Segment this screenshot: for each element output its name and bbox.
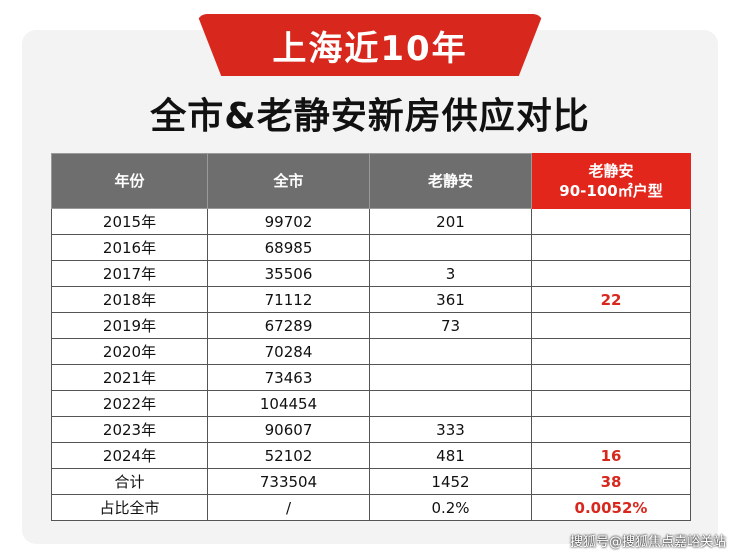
- header-jingan-90-100-line2: 90-100㎡户型: [559, 182, 663, 200]
- cell-jingan-90-100: 22: [531, 286, 691, 313]
- supply-table: 年份 全市 老静安 老静安 90-100㎡户型 2015年 99702 201 201…: [51, 153, 691, 521]
- watermark: 搜狐号@搜狐焦点嘉峪关站: [569, 535, 726, 550]
- table-row: 合计 733504 1452 38: [51, 468, 691, 495]
- cell-jingan-90-100: 16: [531, 442, 691, 469]
- cell-jingan-90-100: [531, 208, 691, 235]
- table-row: 2020年 70284: [51, 338, 691, 365]
- cell-year: 2018年: [51, 286, 208, 313]
- cell-year: 2024年: [51, 442, 208, 469]
- cell-jingan-90-100: [531, 416, 691, 443]
- cell-jingan: 201: [369, 208, 532, 235]
- cell-jingan: [369, 234, 532, 261]
- header-citywide: 全市: [207, 153, 370, 209]
- table-row: 2017年 35506 3: [51, 260, 691, 287]
- cell-citywide: 73463: [207, 364, 370, 391]
- cell-citywide: 104454: [207, 390, 370, 417]
- header-jingan-90-100-line1: 老静安: [588, 162, 634, 180]
- cell-jingan: [369, 390, 532, 417]
- title-banner: [197, 14, 543, 76]
- cell-citywide: 68985: [207, 234, 370, 261]
- table-row: 占比全市/0.2% 0.0052%: [51, 494, 691, 521]
- table-row: 2023年 90607 333: [51, 416, 691, 443]
- cell-jingan: 3: [369, 260, 532, 287]
- cell-citywide: 70284: [207, 338, 370, 365]
- banner-title: 上海近10年: [272, 28, 468, 69]
- cell-citywide: 71112: [207, 286, 370, 313]
- cell-jingan: 1452: [369, 468, 532, 495]
- table-row: 2016年 68985: [51, 234, 691, 261]
- cell-jingan: 361: [369, 286, 532, 313]
- cell-year: 2015年: [51, 208, 208, 235]
- table-row: 2015年 99702 201: [51, 208, 691, 235]
- cell-jingan-90-100: [531, 390, 691, 417]
- cell-citywide: 90607: [207, 416, 370, 443]
- cell-citywide: 35506: [207, 260, 370, 287]
- cell-jingan: 73: [369, 312, 532, 339]
- cell-citywide: 733504: [207, 468, 370, 495]
- cell-year: 2021年: [51, 364, 208, 391]
- header-jingan-90-100: 老静安 90-100㎡户型: [531, 153, 691, 209]
- cell-year: 2023年: [51, 416, 208, 443]
- table-row: 2022年 104454: [51, 390, 691, 417]
- cell-citywide: 52102: [207, 442, 370, 469]
- cell-citywide: 99702: [207, 208, 370, 235]
- cell-jingan: 481: [369, 442, 532, 469]
- cell-citywide: 67289: [207, 312, 370, 339]
- header-year: 年份: [51, 153, 208, 209]
- cell-year: 合计: [51, 468, 208, 495]
- cell-year: 2019年: [51, 312, 208, 339]
- table-row: 2018年 71112 361 22: [51, 286, 691, 313]
- page-title: 全市&老静安新房供应对比: [150, 96, 590, 137]
- table-header-row: 年份 全市 老静安 老静安 90-100㎡户型: [51, 153, 691, 209]
- header-jingan: 老静安: [369, 153, 532, 209]
- cell-year: 2017年: [51, 260, 208, 287]
- cell-jingan: 0.2%: [369, 494, 532, 521]
- table-row: 2019年 67289 73: [51, 312, 691, 339]
- cell-jingan: [369, 364, 532, 391]
- cell-jingan-90-100: 0.0052%: [531, 494, 691, 521]
- cell-jingan-90-100: [531, 260, 691, 287]
- cell-year: 2022年: [51, 390, 208, 417]
- cell-jingan-90-100: 38: [531, 468, 691, 495]
- cell-year: 2020年: [51, 338, 208, 365]
- cell-citywide: /: [207, 494, 370, 521]
- cell-year: 2016年: [51, 234, 208, 261]
- cell-jingan-90-100: [531, 234, 691, 261]
- table-row: 2021年 73463: [51, 364, 691, 391]
- table-row: 2024年 52102 481 16: [51, 442, 691, 469]
- cell-jingan-90-100: [531, 364, 691, 391]
- cell-jingan-90-100: [531, 312, 691, 339]
- cell-year: 占比全市: [51, 494, 208, 521]
- cell-jingan-90-100: [531, 338, 691, 365]
- cell-jingan: 333: [369, 416, 532, 443]
- cell-jingan: [369, 338, 532, 365]
